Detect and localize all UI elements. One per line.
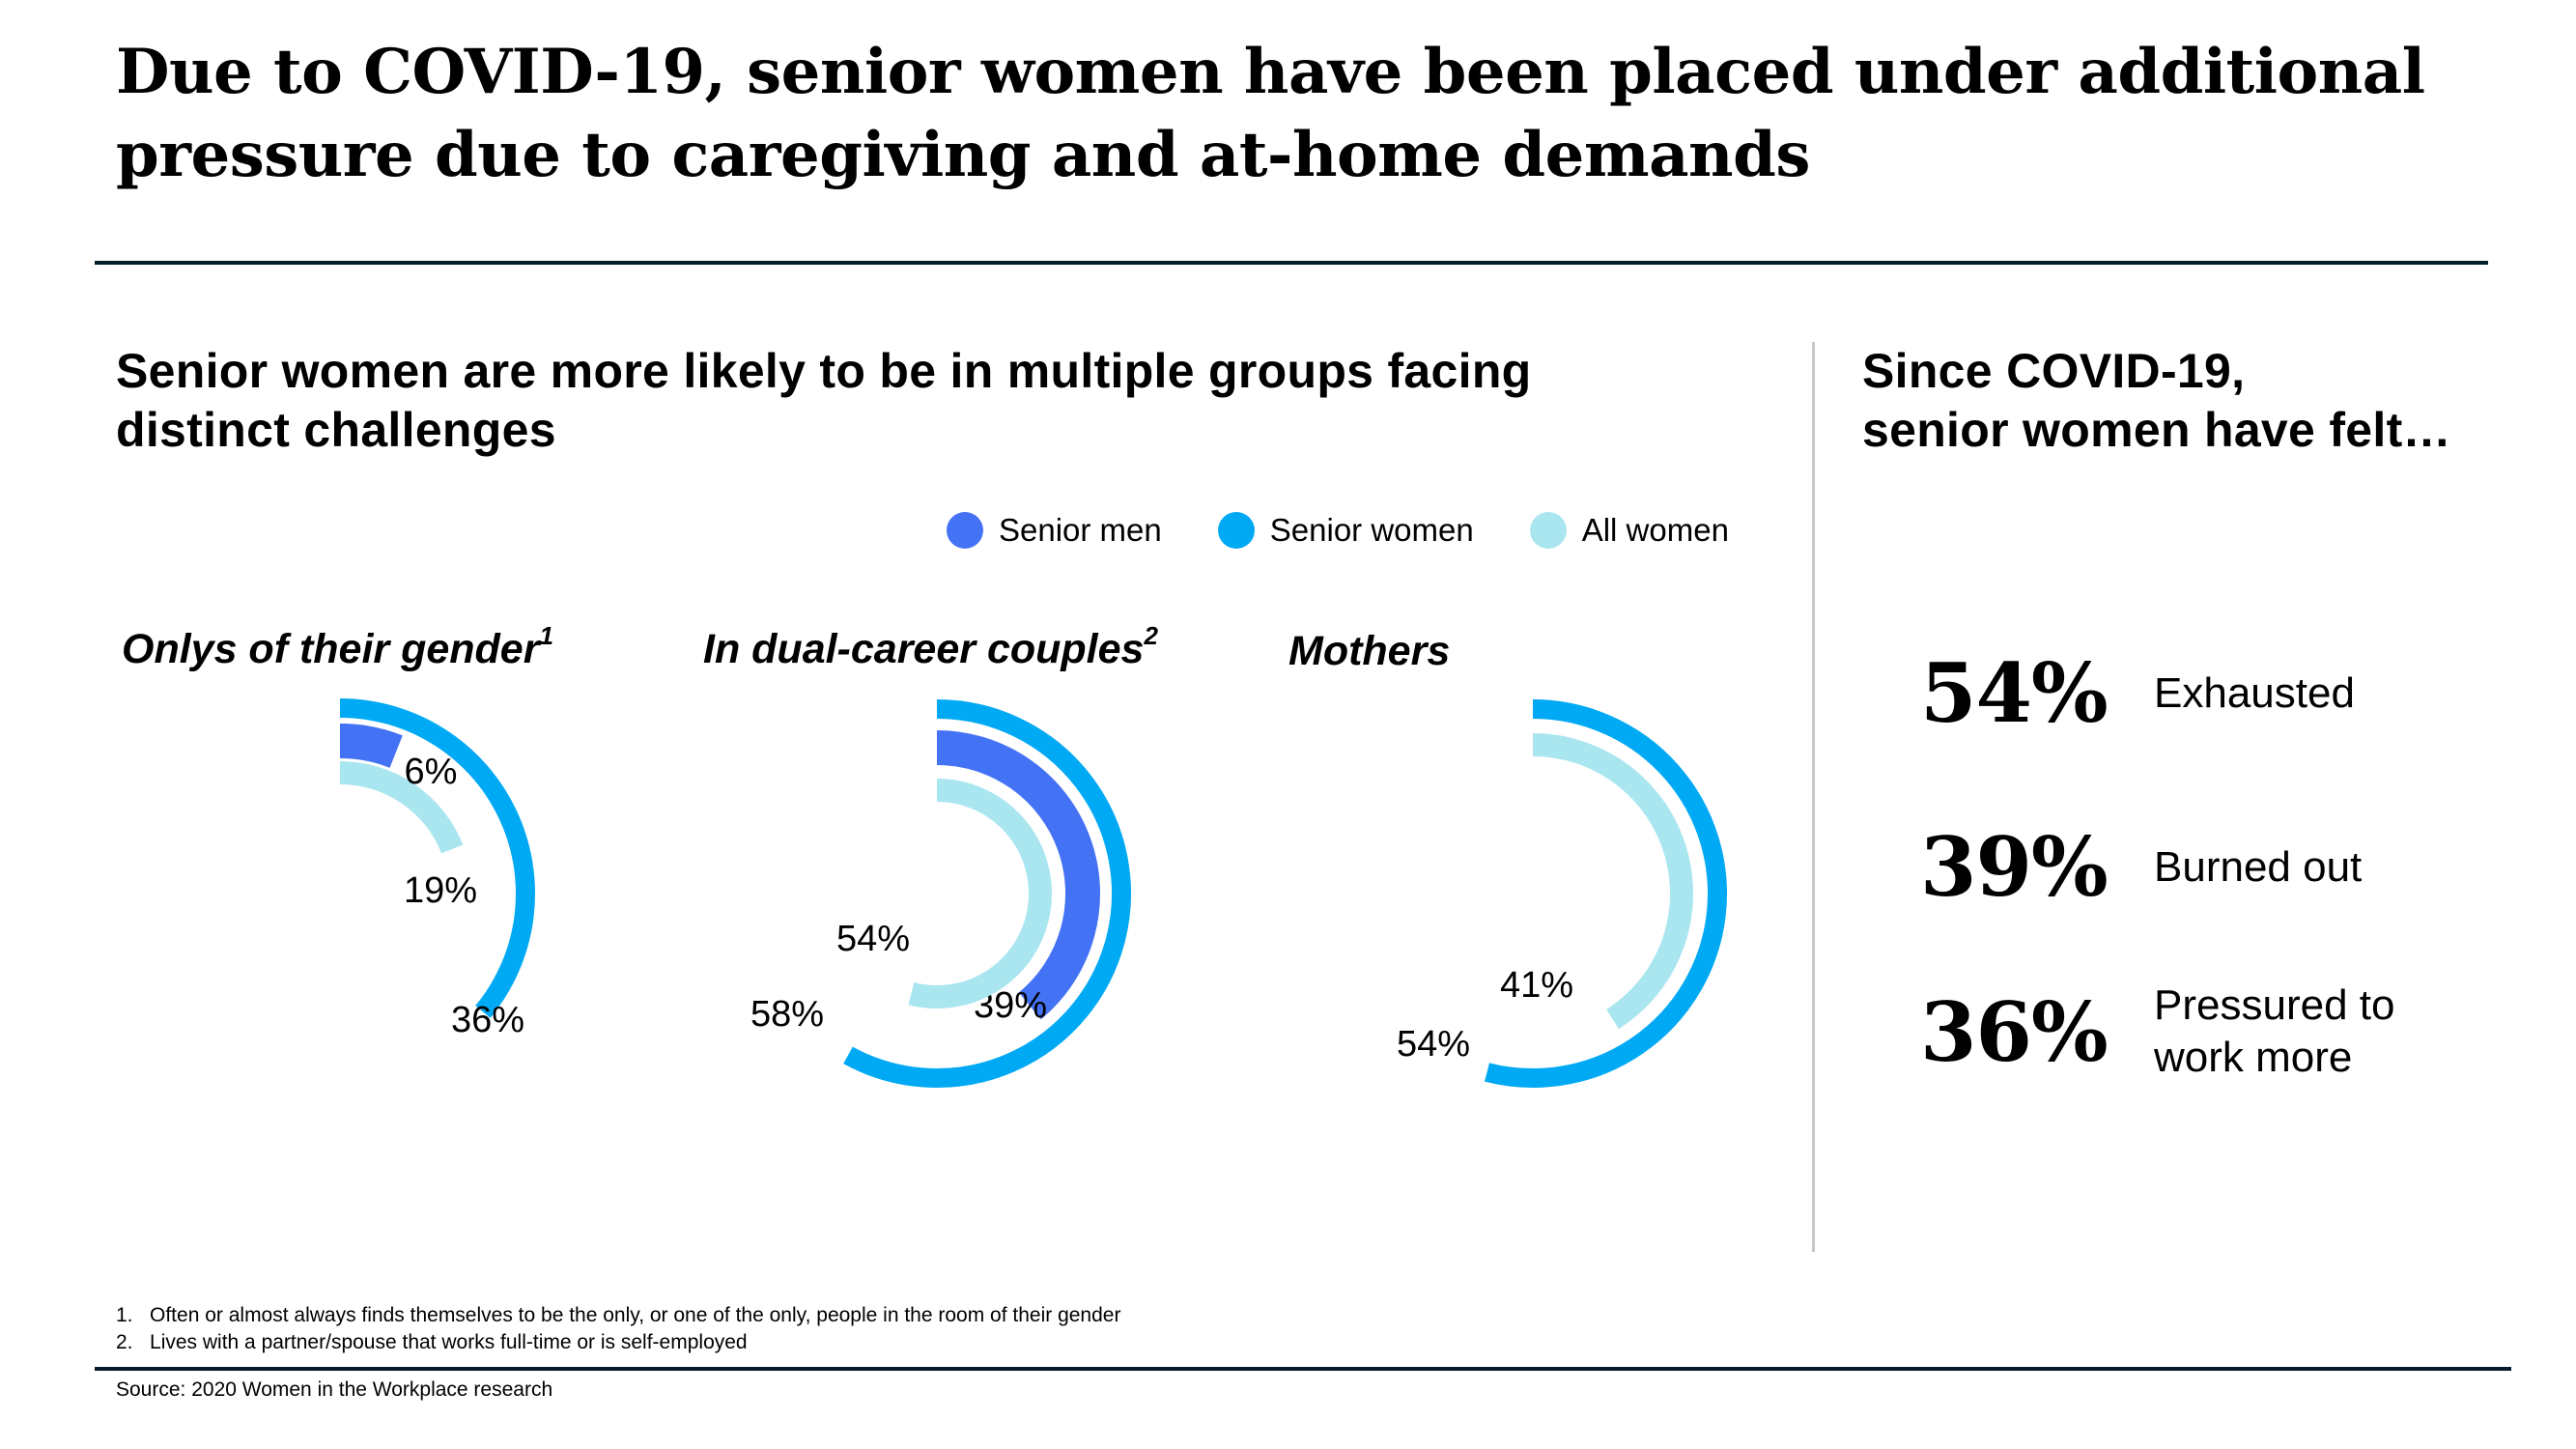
panel-title-onlys-text: Onlys of their gender bbox=[122, 626, 540, 672]
right-section-title: Since COVID-19, senior women have felt… bbox=[1862, 342, 2519, 460]
footnote-1: 1. Often or almost always finds themselv… bbox=[116, 1304, 1121, 1326]
right-title-line-2: senior women have felt… bbox=[1862, 403, 2451, 457]
legend-swatch-senior-women bbox=[1217, 512, 1255, 549]
chart-1-arc-senior-women bbox=[339, 698, 535, 1018]
chart-2-label-senior-women: 58% bbox=[750, 994, 824, 1035]
section-divider bbox=[1812, 342, 1815, 1252]
chart-1-label-senior-women: 36% bbox=[451, 1000, 524, 1040]
panel-title-onlys-sup: 1 bbox=[539, 620, 553, 650]
right-title-line-1: Since COVID-19, bbox=[1862, 344, 2246, 398]
panel-title-onlys: Onlys of their gender1 bbox=[122, 620, 553, 674]
chart-1-label-all-women: 19% bbox=[404, 870, 477, 911]
chart-legend: Senior men Senior women All women bbox=[947, 506, 1729, 554]
stat-value-burned-out: 39% bbox=[1920, 819, 2109, 915]
stat-label-burned-out: Burned out bbox=[2154, 842, 2363, 891]
legend-label-senior-women: Senior women bbox=[1269, 512, 1474, 548]
panel-title-mothers: Mothers bbox=[1288, 626, 1450, 676]
chart-1-label-senior-men: 6% bbox=[405, 752, 458, 792]
panel-title-dual-career: In dual-career couples2 bbox=[703, 620, 1158, 674]
footnotes: 1. Often or almost always finds themselv… bbox=[116, 1302, 1120, 1356]
footer-divider bbox=[95, 1367, 2511, 1371]
stat-value-pressured: 36% bbox=[1920, 983, 2109, 1080]
chart-2-arc-senior-men bbox=[936, 730, 1100, 1020]
chart-2-arc-all-women bbox=[908, 779, 1052, 1009]
chart-3-arc-senior-women bbox=[1485, 699, 1727, 1088]
chart-3-arc-all-women bbox=[1532, 733, 1693, 1030]
footnote-2: 2. Lives with a partner/spouse that work… bbox=[116, 1331, 748, 1353]
chart-2-arc-senior-women bbox=[843, 699, 1131, 1088]
chart-1-arc-senior-men bbox=[339, 724, 403, 769]
chart-2-label-all-women: 54% bbox=[836, 919, 910, 959]
title-divider bbox=[95, 261, 2488, 265]
legend-item-all-women: All women bbox=[1529, 512, 1729, 549]
page-title: Due to COVID-19, senior women have been … bbox=[116, 36, 2425, 191]
stat-row-pressured: 36% Pressured to work more bbox=[1920, 980, 2473, 1084]
panel-title-mothers-text: Mothers bbox=[1288, 628, 1451, 674]
stat-row-exhausted: 54% Exhausted bbox=[1920, 645, 2473, 741]
legend-swatch-all-women bbox=[1529, 512, 1567, 549]
stat-label-exhausted: Exhausted bbox=[2154, 668, 2355, 717]
legend-item-senior-men: Senior men bbox=[947, 512, 1162, 549]
chart-3-label-all-women: 41% bbox=[1500, 965, 1573, 1006]
legend-item-senior-women: Senior women bbox=[1217, 512, 1474, 549]
legend-label-senior-men: Senior men bbox=[999, 512, 1162, 548]
stat-label-pressured: Pressured to work more bbox=[2154, 981, 2395, 1081]
left-section-title: Senior women are more likely to be in mu… bbox=[116, 344, 1532, 457]
chart-3-label-senior-women: 54% bbox=[1397, 1024, 1470, 1065]
source-note: Source: 2020 Women in the Workplace rese… bbox=[116, 1378, 553, 1401]
legend-label-all-women: All women bbox=[1581, 512, 1729, 548]
panel-title-dual-career-text: In dual-career couples bbox=[703, 626, 1145, 672]
legend-swatch-senior-men bbox=[947, 512, 983, 549]
stat-row-burned-out: 39% Burned out bbox=[1920, 819, 2473, 915]
chart-1-arc-all-women bbox=[339, 761, 464, 854]
panel-title-dual-career-sup: 2 bbox=[1144, 620, 1158, 650]
stat-value-exhausted: 54% bbox=[1920, 645, 2109, 741]
